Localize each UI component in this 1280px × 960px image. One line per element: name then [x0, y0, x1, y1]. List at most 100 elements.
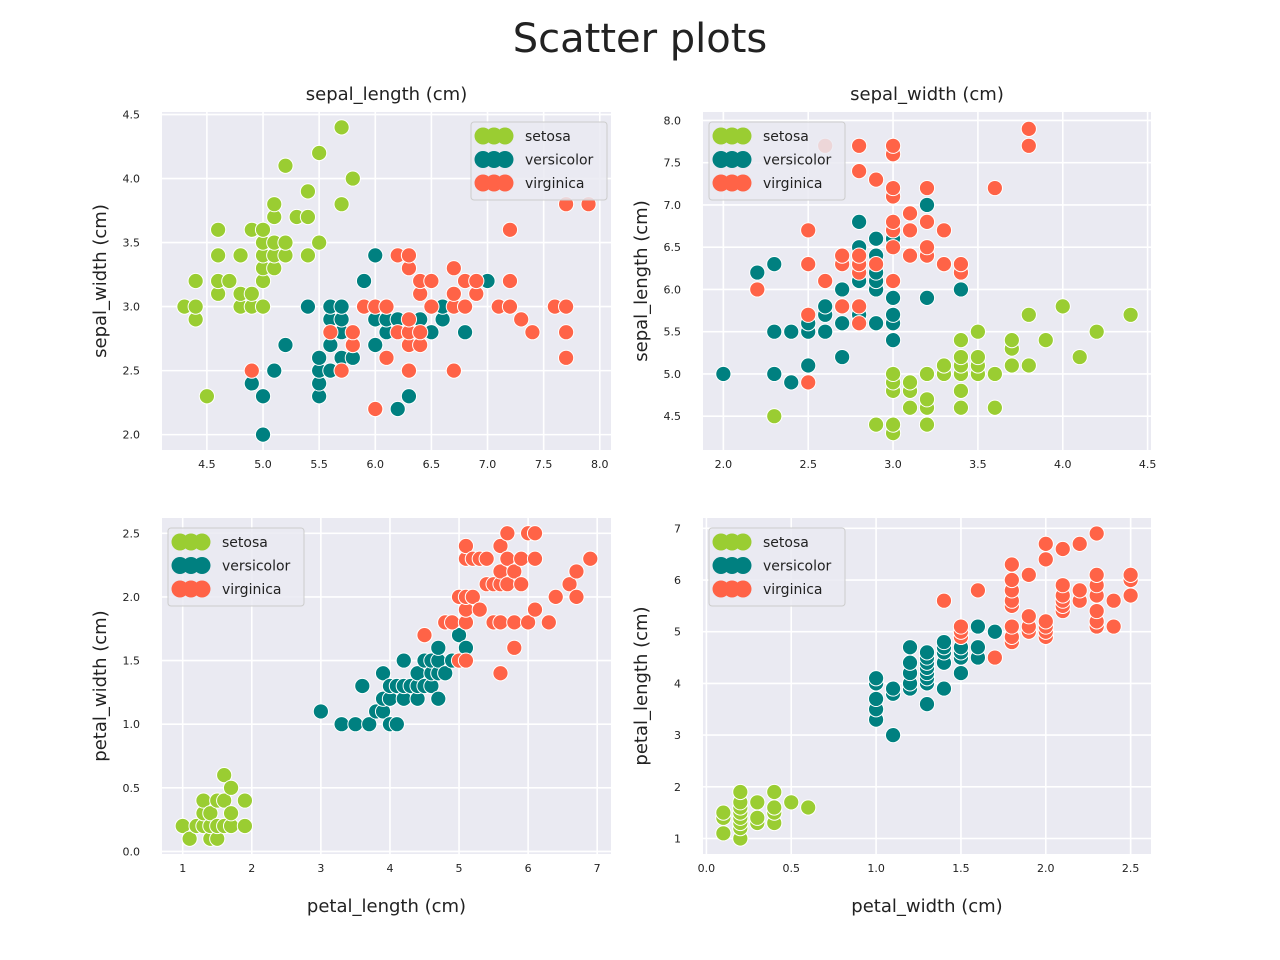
versicolor-point — [884, 306, 902, 323]
versicolor-point — [851, 213, 868, 230]
x-tick-label: 0.5 — [782, 862, 800, 875]
virginica-point — [1054, 577, 1071, 594]
versicolor-point — [277, 336, 294, 354]
versicolor-point — [867, 670, 885, 687]
virginica-point — [1071, 535, 1088, 552]
figure-title: Scatter plots — [513, 16, 768, 62]
virginica-point — [1088, 602, 1105, 620]
virginica-point — [884, 213, 902, 230]
virginica-point — [1003, 618, 1020, 635]
setosa-point — [311, 234, 328, 251]
setosa-point — [715, 804, 732, 821]
legend-label-versicolor: versicolor — [763, 559, 832, 575]
legend-marker — [496, 151, 514, 168]
legend-marker — [734, 533, 752, 551]
setosa-point — [732, 783, 749, 801]
subplot-3: 1 2 3 4 5 6 7 0.0 0.5 1.0 1.5 2.0 2.5 petal_length (c… — [90, 518, 611, 917]
versicolor-point — [333, 298, 350, 315]
versicolor-point — [367, 336, 384, 354]
setosa-point — [766, 783, 783, 801]
legend-marker — [734, 151, 752, 168]
virginica-point — [1003, 571, 1020, 589]
x-tick-label: 1.5 — [952, 862, 970, 875]
setosa-point — [952, 332, 970, 349]
virginica-point — [935, 592, 953, 609]
x-tick-label: 4.0 — [1054, 458, 1072, 471]
setosa-point — [236, 792, 253, 809]
virginica-point — [243, 362, 260, 379]
setosa-point — [783, 794, 800, 811]
legend: setosa versicolor virginica — [470, 121, 608, 201]
virginica-point — [400, 311, 418, 328]
versicolor-point — [766, 323, 783, 340]
virginica-point — [884, 137, 902, 154]
setosa-point — [884, 365, 902, 383]
virginica-point — [412, 324, 429, 341]
virginica-point — [501, 221, 519, 238]
versicolor-point — [918, 196, 936, 214]
legend-label-virginica: virginica — [763, 176, 823, 192]
versicolor-point — [450, 626, 468, 644]
virginica-point — [513, 550, 530, 567]
virginica-point — [1054, 540, 1071, 558]
setosa-point — [1054, 298, 1071, 315]
virginica-point — [501, 298, 519, 315]
virginica-point — [344, 324, 361, 341]
setosa-point — [766, 408, 783, 425]
subplot-4: 0.0 0.5 1.0 1.5 2.0 2.5 1 2 3 4 5 6 7 petal_width (cm… — [631, 518, 1151, 917]
virginica-point — [400, 247, 418, 264]
setosa-point — [715, 825, 732, 842]
versicolor-point — [867, 315, 885, 332]
virginica-point — [492, 537, 509, 555]
setosa-point — [1122, 306, 1139, 323]
virginica-point — [918, 239, 936, 256]
y-tick-label: 2.0 — [123, 429, 141, 442]
versicolor-point — [395, 652, 412, 669]
setosa-point — [901, 374, 919, 391]
virginica-point — [851, 247, 868, 264]
y-tick-label: 4.0 — [123, 173, 141, 186]
x-axis-label: petal_length (cm) — [307, 896, 466, 917]
y-axis-label: petal_width (cm) — [90, 610, 111, 761]
versicolor-point — [918, 644, 936, 661]
setosa-point — [198, 388, 215, 405]
legend: setosa versicolor virginica — [708, 527, 846, 607]
x-tick-label: 6.0 — [367, 458, 385, 471]
y-tick-label: 1 — [674, 832, 681, 845]
legend-label-virginica: virginica — [525, 176, 585, 192]
virginica-point — [540, 614, 557, 631]
versicolor-point — [817, 298, 834, 315]
legend-marker — [734, 580, 752, 598]
y-tick-label: 2.0 — [123, 591, 141, 604]
virginica-point — [367, 400, 384, 418]
setosa-point — [969, 348, 987, 366]
setosa-point — [254, 298, 272, 315]
versicolor-point — [800, 357, 817, 374]
versicolor-point — [867, 690, 885, 708]
virginica-point — [513, 311, 530, 328]
virginica-point — [445, 285, 462, 302]
versicolor-point — [969, 639, 987, 656]
virginica-point — [986, 179, 1003, 197]
versicolor-point — [312, 703, 329, 720]
virginica-point — [901, 205, 919, 222]
setosa-point — [299, 208, 317, 226]
y-tick-label: 6 — [674, 574, 681, 587]
virginica-point — [1003, 556, 1020, 573]
virginica-point — [492, 614, 509, 631]
subplot-grid: 4.5 5.0 5.5 6.0 6.5 7.0 7.5 8.02.02.53.03.54.04… — [90, 84, 1156, 917]
x-tick-label: 8.0 — [591, 458, 609, 471]
versicolor-point — [361, 716, 378, 733]
legend-label-setosa: setosa — [525, 129, 571, 145]
legend-marker — [193, 533, 211, 551]
legend-label-versicolor: versicolor — [525, 153, 594, 169]
virginica-point — [800, 256, 817, 273]
versicolor-point — [952, 664, 970, 682]
versicolor-point — [374, 665, 392, 682]
x-tick-label: 3.5 — [969, 458, 987, 471]
versicolor-point — [935, 680, 953, 697]
virginica-point — [513, 576, 530, 593]
virginica-point — [867, 256, 885, 273]
legend-marker — [496, 174, 514, 192]
y-tick-label: 2.5 — [123, 527, 141, 540]
